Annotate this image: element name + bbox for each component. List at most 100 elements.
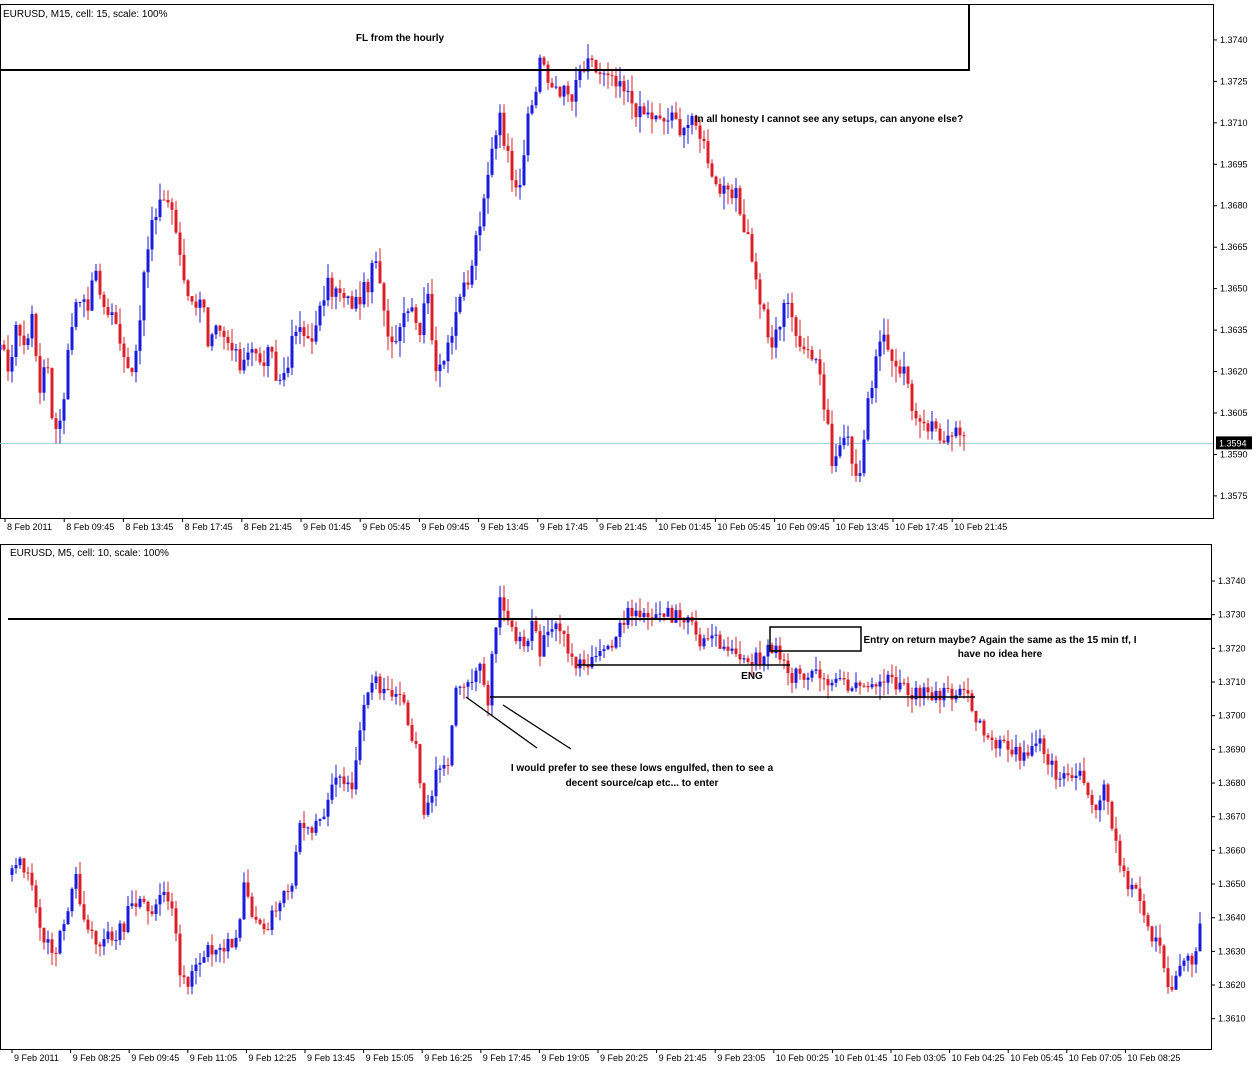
candle [882, 318, 886, 355]
candle [762, 302, 766, 312]
candle [758, 273, 762, 319]
candle [526, 106, 530, 162]
candle [598, 62, 602, 85]
m5-time-axis[interactable]: 9 Feb 2011 9 Feb 08:25 9 Feb 09:45 9 Feb 11… [11, 1049, 1180, 1063]
candle [894, 348, 898, 383]
candle [10, 864, 14, 882]
candle [522, 629, 526, 652]
candle [42, 359, 46, 401]
candle [1050, 753, 1054, 778]
candle [210, 332, 214, 351]
candle [118, 920, 122, 946]
m5-price-axis[interactable]: 1.3740 1.3730 1.3720 1.3710 1.3700 1.3690 1.36… [1211, 576, 1246, 1024]
candle [322, 808, 326, 820]
candle [118, 308, 122, 351]
fl-hourly-zone [0, 4, 970, 71]
candle [350, 771, 354, 799]
time-tick-label: 9 Feb 15:05 [366, 1053, 414, 1063]
m15-price-axis[interactable]: 1.3740 1.3725 1.3710 1.3695 1.3680 1.3665 1.36… [1213, 35, 1248, 501]
candle [454, 685, 458, 728]
candle [122, 336, 126, 373]
candle [334, 764, 338, 797]
candle [494, 627, 498, 663]
candle [46, 357, 50, 374]
candle [698, 627, 702, 651]
candle [142, 270, 146, 337]
price-tick-label: 1.3630 [1218, 946, 1246, 956]
m5-plot-area[interactable]: EURUSD, M5, cell: 10, scale: 100% ENG En… [0, 544, 1212, 1050]
candle [942, 431, 946, 444]
candle [646, 601, 650, 630]
candle [110, 303, 114, 326]
candle [86, 914, 90, 934]
candle [858, 680, 862, 695]
candle [38, 343, 42, 405]
candle [218, 943, 222, 963]
candle [942, 683, 946, 708]
candle [22, 857, 26, 878]
candle [698, 119, 702, 153]
price-tick-label: 1.3635 [1220, 325, 1248, 335]
price-tick-label: 1.3730 [1218, 610, 1246, 620]
candle [18, 856, 22, 869]
candle [514, 621, 518, 645]
candle [1102, 779, 1106, 811]
candle [426, 282, 430, 314]
candle [706, 129, 710, 169]
candle [94, 930, 98, 954]
candle [706, 627, 710, 641]
candle [642, 608, 646, 623]
time-tick-label: 10 Feb 13:45 [836, 522, 889, 532]
candle [198, 952, 202, 977]
candle [490, 651, 494, 717]
candle [630, 599, 634, 627]
time-tick-label: 9 Feb 19:05 [541, 1053, 589, 1063]
candle [818, 349, 822, 386]
candle [330, 773, 334, 804]
time-tick-label: 9 Feb 12:25 [248, 1053, 296, 1063]
candle [646, 100, 650, 119]
candle [986, 733, 990, 740]
price-tick-label: 1.3740 [1220, 35, 1248, 45]
candle [422, 287, 426, 344]
candle [70, 887, 74, 917]
candle [258, 918, 262, 926]
candle [90, 272, 94, 311]
candle [162, 881, 166, 903]
candle [610, 70, 614, 87]
candle [90, 921, 94, 939]
candle [546, 60, 550, 91]
price-tick-label: 1.3650 [1218, 879, 1246, 889]
candle [886, 319, 890, 352]
candle [134, 344, 138, 383]
candle [386, 675, 390, 691]
candle [366, 691, 370, 709]
candle [738, 185, 742, 216]
candle [518, 168, 522, 200]
m15-candles [0, 44, 966, 483]
candle [74, 866, 78, 899]
candle [622, 75, 626, 106]
candle [870, 677, 874, 690]
candle [1174, 970, 1178, 990]
candle [414, 303, 418, 331]
candle [1086, 781, 1090, 799]
candle [418, 322, 422, 343]
candle [254, 348, 258, 361]
candle [402, 691, 406, 705]
candle [722, 176, 726, 210]
candle [550, 77, 554, 89]
m15-plot-area[interactable]: EURUSD, M15, cell: 15, scale: 100% FL fr… [0, 4, 1214, 519]
candle [186, 975, 190, 995]
candle [238, 917, 242, 942]
candle [94, 263, 98, 283]
candle [410, 718, 414, 743]
candle [722, 639, 726, 651]
candle [178, 222, 182, 266]
candle [142, 895, 146, 904]
candle [1070, 767, 1074, 782]
candle [450, 327, 454, 355]
m15-time-axis[interactable]: 8 Feb 2011 8 Feb 09:45 8 Feb 13:45 8 Feb 17… [4, 518, 1007, 532]
candle [1054, 755, 1058, 789]
candle [414, 731, 418, 749]
